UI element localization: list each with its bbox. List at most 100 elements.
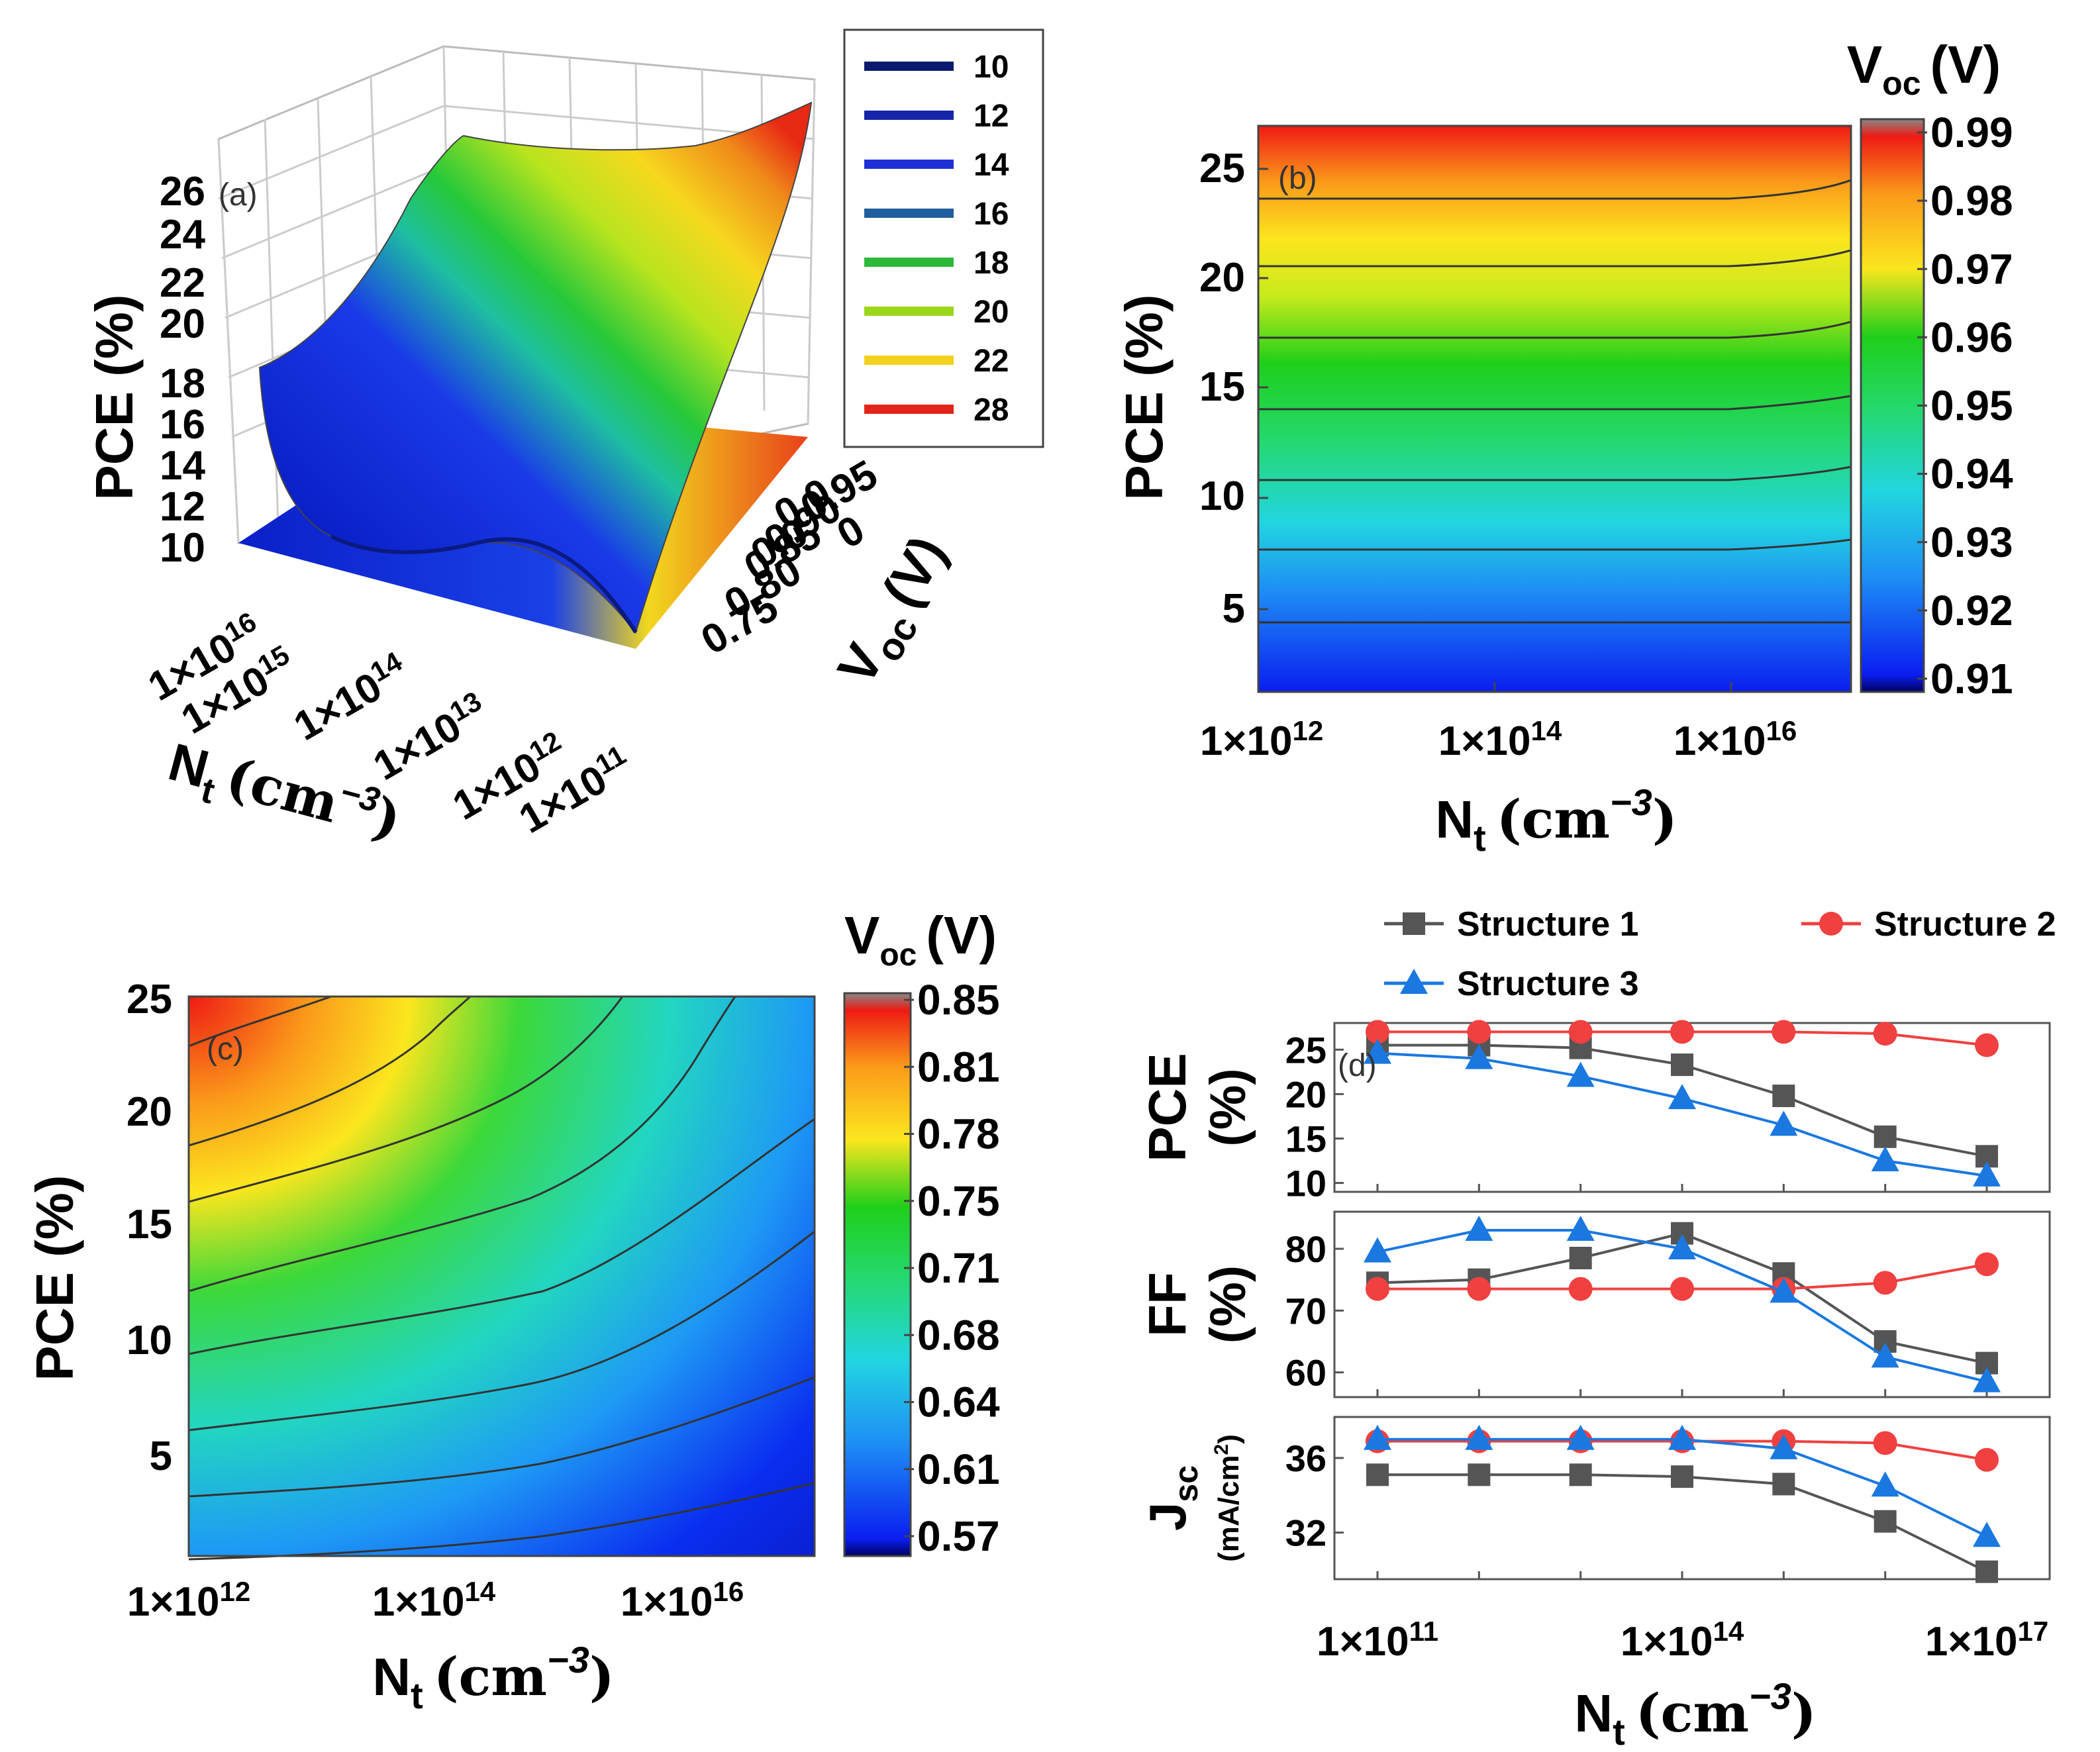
z-tick-3: 16 bbox=[160, 402, 205, 448]
cb-1-tick-3: 0.96 bbox=[1930, 313, 2013, 361]
panel-b-letter: (b) bbox=[1278, 161, 1317, 196]
panel-c-xlabel-unit: (cm bbox=[434, 1645, 547, 1708]
d-sub2-ylabel2-end: ) bbox=[1213, 1434, 1245, 1444]
d-sub0-series-2-point-1 bbox=[1465, 1044, 1493, 1069]
panel-d-xlabel-unit: (cm bbox=[1636, 1682, 1749, 1744]
z-tick-8: 26 bbox=[160, 169, 205, 215]
panel-d: Structure 1 Structure 2 Structure 3 101520… bbox=[1138, 905, 2056, 1752]
cb-1-tick-6: 0.93 bbox=[1930, 518, 2013, 566]
z-tick-6: 22 bbox=[160, 260, 205, 306]
panel-b-colorbar bbox=[1860, 118, 1925, 693]
d-sub2-series-0-point-0 bbox=[1366, 1463, 1389, 1486]
d-sub2-series-1-point-6 bbox=[1975, 1447, 1999, 1472]
legend-a-label-1: 12 bbox=[974, 99, 1009, 134]
d-sub0-ytick-2: 20 bbox=[1285, 1073, 1326, 1115]
d-sub2-series-0-point-1 bbox=[1468, 1463, 1491, 1486]
panel-b-x-tickmarks bbox=[1257, 682, 1732, 692]
b-x-tick-2: 1×1016 bbox=[1674, 715, 1797, 764]
cb-2-tick-8: 0.57 bbox=[917, 1512, 1000, 1560]
d-x-tick-2-base: 1×10 bbox=[1925, 1619, 2018, 1665]
d-sub0-series-1-point-1 bbox=[1467, 1020, 1491, 1044]
cb-1-tick-8: 0.91 bbox=[1930, 655, 2013, 703]
d-sub2-ylabel-sub: sc bbox=[1168, 1465, 1205, 1502]
d-sub2-series-2-point-4 bbox=[1770, 1434, 1798, 1459]
d-sub1-series-2-point-4 bbox=[1770, 1277, 1798, 1303]
d-sub2-ylabel2: (mA/cm2) bbox=[1211, 1434, 1245, 1562]
panel-a-zlabel: PCE (%) bbox=[85, 294, 144, 500]
legend-d-marker-1 bbox=[1819, 912, 1843, 936]
z-tick-2: 14 bbox=[160, 443, 205, 489]
panel-c-letter: (c) bbox=[207, 1032, 244, 1067]
panel-b-y-tickmarks bbox=[1258, 168, 1268, 610]
d-x-tick-1: 1×1014 bbox=[1621, 1616, 1744, 1665]
panel-d-subplot-1: 60 70 80 FF (%) bbox=[1138, 1210, 2051, 1398]
z-tick-1: 12 bbox=[160, 484, 205, 530]
legend-a-label-7: 28 bbox=[974, 393, 1009, 428]
cb-2-tick-7: 0.61 bbox=[917, 1445, 1000, 1493]
b-y-tick-3: 20 bbox=[1199, 255, 1245, 301]
panel-b-contours bbox=[1258, 179, 1852, 624]
d-sub0-series-1-point-2 bbox=[1568, 1020, 1593, 1044]
panel-c-cb-unit: (V) bbox=[926, 906, 997, 965]
d-sub2-series-0-point-5 bbox=[1874, 1510, 1897, 1533]
d-sub1-series-2-point-2 bbox=[1566, 1216, 1595, 1241]
d-sub0-series-2-point-6 bbox=[1973, 1161, 2001, 1187]
d-x-tick-2: 1×1017 bbox=[1925, 1616, 2048, 1665]
cb-2-tick-5: 0.68 bbox=[917, 1311, 1000, 1359]
d-sub1-series-2-point-0 bbox=[1364, 1237, 1391, 1263]
cb-2-tick-2: 0.78 bbox=[917, 1110, 1000, 1158]
c-x-tick-1-base: 1×10 bbox=[372, 1579, 465, 1625]
legend-a-label-4: 18 bbox=[974, 246, 1009, 281]
d-sub0-series-1-point-3 bbox=[1670, 1020, 1694, 1044]
d-sub2-series-1-point-5 bbox=[1873, 1431, 1897, 1455]
legend-a-label-3: 16 bbox=[974, 197, 1009, 232]
panel-c: (c) 5 10 15 20 25 PCE (%) 1×1012 1×1014 … bbox=[25, 906, 1000, 1716]
panel-c-cb-v: V bbox=[844, 906, 879, 965]
d-x-tick-0-base: 1×10 bbox=[1317, 1619, 1409, 1665]
panel-b-ylabel: PCE (%) bbox=[1115, 294, 1174, 500]
d-sub0-ytick-1: 15 bbox=[1285, 1118, 1326, 1159]
panel-d-letter: (d) bbox=[1338, 1048, 1377, 1083]
b-y-tick-4: 25 bbox=[1199, 146, 1245, 191]
cb-1-tick-7: 0.92 bbox=[1930, 587, 2013, 634]
panel-b-xlabel-unit: (cm bbox=[1497, 788, 1610, 850]
panel-a-ylabel: Voc(V) bbox=[826, 526, 967, 700]
legend-a-label-2: 14 bbox=[974, 148, 1009, 183]
d-sub2-series-0-point-4 bbox=[1772, 1473, 1795, 1496]
d-sub2-series-0-point-6 bbox=[1975, 1560, 1998, 1583]
panel-c-xlabel-n: N bbox=[372, 1647, 411, 1706]
d-sub2-series-2-point-1 bbox=[1465, 1424, 1493, 1450]
d-sub0-series-2-point-5 bbox=[1871, 1146, 1899, 1172]
panel-c-xlabel-exp: −3 bbox=[547, 1639, 589, 1680]
z-tick-0: 10 bbox=[160, 525, 205, 571]
cb-1-tick-2: 0.97 bbox=[1930, 245, 2013, 293]
panel-a-legend: 10 12 14 16 18 20 22 28 bbox=[843, 28, 1044, 448]
cb-2-tick-1: 0.81 bbox=[917, 1043, 1000, 1091]
panel-c-frame bbox=[187, 995, 816, 1557]
cb-2-tick-4: 0.71 bbox=[917, 1244, 1000, 1292]
panel-d-xlabel-sub: t bbox=[1613, 1711, 1625, 1752]
d-sub2-series-2-point-5 bbox=[1871, 1471, 1899, 1497]
d-x-tick-1-base: 1×10 bbox=[1621, 1619, 1713, 1665]
d-sub2-ylabel-j: J bbox=[1138, 1502, 1197, 1531]
d-sub2-series-0-point-2 bbox=[1569, 1463, 1592, 1486]
d-sub1-series-1-point-2 bbox=[1568, 1277, 1593, 1301]
b-x-tick-0-exp: 12 bbox=[1292, 715, 1323, 746]
d-sub2-ytick-1: 36 bbox=[1285, 1437, 1326, 1479]
b-x-tick-2-base: 1×10 bbox=[1674, 718, 1766, 764]
legend-d-marker-0 bbox=[1403, 912, 1425, 935]
c-x-tick-0-base: 1×10 bbox=[127, 1579, 220, 1625]
cb-2-tick-6: 0.64 bbox=[917, 1379, 1000, 1426]
cb-1-tick-5: 0.94 bbox=[1930, 450, 2013, 498]
b-x-tick-1: 1×1014 bbox=[1438, 715, 1562, 764]
d-sub1-series-1-point-5 bbox=[1873, 1271, 1897, 1295]
panel-c-colorbar bbox=[843, 992, 912, 1557]
d-sub2-series-2-point-3 bbox=[1668, 1424, 1696, 1450]
panel-c-contours bbox=[188, 995, 815, 1561]
d-sub0-series-2-point-0 bbox=[1364, 1038, 1391, 1064]
panel-a: (a) 10 12 14 16 18 20 22 24 26 PCE (%) 1… bbox=[85, 28, 1044, 852]
d-sub1-ylabel2: (%) bbox=[1200, 1265, 1256, 1343]
d-sub2-ylabel2-exp: 2 bbox=[1211, 1444, 1232, 1455]
